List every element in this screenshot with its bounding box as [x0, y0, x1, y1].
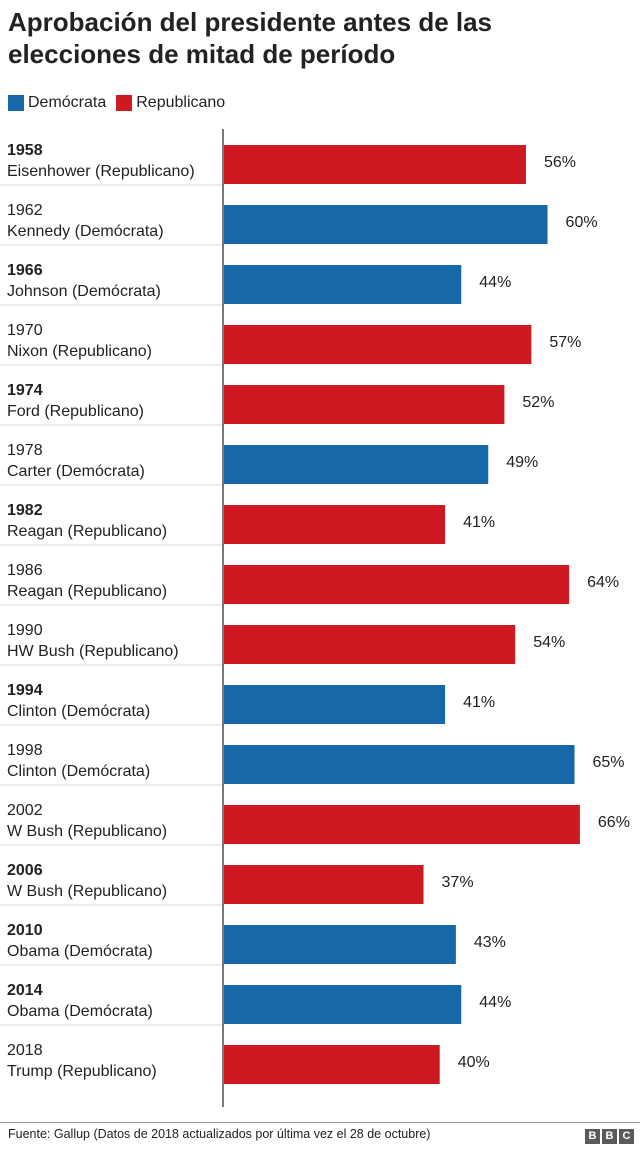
president-label: Obama (Demócrata)	[7, 1003, 153, 1020]
year-label: 1974	[7, 382, 43, 399]
value-label: 56%	[544, 154, 576, 171]
year-label: 1966	[7, 262, 43, 279]
bar	[224, 685, 446, 724]
bar	[224, 865, 424, 904]
bar	[224, 385, 505, 424]
value-label: 41%	[463, 694, 495, 711]
president-label: Clinton (Demócrata)	[7, 703, 150, 720]
president-label: Nixon (Republicano)	[7, 343, 152, 360]
year-label: 2002	[7, 802, 43, 819]
legend-label-democrat: Demócrata	[28, 94, 107, 111]
year-label: 1982	[7, 502, 43, 519]
president-label: HW Bush (Republicano)	[7, 643, 179, 660]
bar	[224, 445, 489, 484]
president-label: Ford (Republicano)	[7, 403, 144, 420]
bar	[224, 985, 462, 1024]
value-label: 49%	[506, 454, 538, 471]
year-label: 1958	[7, 142, 43, 159]
value-label: 60%	[566, 214, 598, 231]
bar	[224, 325, 532, 364]
bar	[224, 505, 446, 544]
source-note: Fuente: Gallup (Datos de 2018 actualizad…	[8, 1127, 431, 1141]
president-label: Reagan (Republicano)	[7, 523, 167, 540]
year-label: 2018	[7, 1042, 43, 1059]
bar	[224, 925, 456, 964]
legend-item-republican: Republicano	[116, 94, 225, 112]
year-label: 2006	[7, 862, 43, 879]
president-label: Reagan (Republicano)	[7, 583, 167, 600]
chart-title: Aprobación del presidente antes de las e…	[8, 7, 493, 69]
year-label: 1998	[7, 742, 43, 759]
president-label: Johnson (Demócrata)	[7, 283, 161, 300]
president-label: W Bush (Republicano)	[7, 883, 167, 900]
president-label: Kennedy (Demócrata)	[7, 223, 164, 240]
bbc-logo: B B C	[583, 1129, 634, 1144]
president-label: Eisenhower (Republicano)	[7, 163, 195, 180]
bar	[224, 745, 575, 784]
legend: Demócrata Republicano	[8, 92, 235, 114]
legend-swatch-democrat	[8, 95, 24, 111]
year-label: 2010	[7, 922, 43, 939]
value-label: 54%	[533, 634, 565, 651]
president-label: Obama (Demócrata)	[7, 943, 153, 960]
year-label: 1962	[7, 202, 43, 219]
value-label: 65%	[593, 754, 625, 771]
value-label: 40%	[458, 1054, 490, 1071]
legend-item-democrat: Demócrata	[8, 94, 106, 112]
bbc-logo-letter: B	[585, 1129, 600, 1144]
value-label: 37%	[442, 874, 474, 891]
president-label: W Bush (Republicano)	[7, 823, 167, 840]
president-label: Clinton (Demócrata)	[7, 763, 150, 780]
year-label: 1970	[7, 322, 43, 339]
bar	[224, 625, 516, 664]
value-label: 43%	[474, 934, 506, 951]
bbc-logo-letter: C	[619, 1129, 634, 1144]
president-label: Trump (Republicano)	[7, 1063, 157, 1080]
bar	[224, 205, 548, 244]
value-label: 52%	[522, 394, 554, 411]
legend-swatch-republican	[116, 95, 133, 111]
value-label: 66%	[598, 814, 630, 831]
year-label: 1986	[7, 562, 43, 579]
year-label: 2014	[7, 982, 43, 999]
bar	[224, 265, 462, 304]
year-label: 1994	[7, 682, 43, 699]
bar	[224, 1045, 440, 1084]
value-label: 41%	[463, 514, 495, 531]
value-label: 44%	[479, 994, 511, 1011]
value-label: 57%	[549, 334, 581, 351]
bar	[224, 565, 570, 604]
year-label: 1990	[7, 622, 43, 639]
bar-chart: 1958 Eisenhower (Republicano) 56% 1962 Kenne…	[0, 129, 630, 1107]
bar	[224, 805, 580, 844]
footer: Fuente: Gallup (Datos de 2018 actualizad…	[0, 1122, 640, 1154]
value-label: 44%	[479, 274, 511, 291]
value-label: 64%	[587, 574, 619, 591]
legend-label-republican: Republicano	[136, 94, 226, 111]
year-label: 1978	[7, 442, 43, 459]
president-label: Carter (Demócrata)	[7, 463, 145, 480]
bar	[224, 145, 526, 184]
bbc-logo-letter: B	[602, 1129, 617, 1144]
